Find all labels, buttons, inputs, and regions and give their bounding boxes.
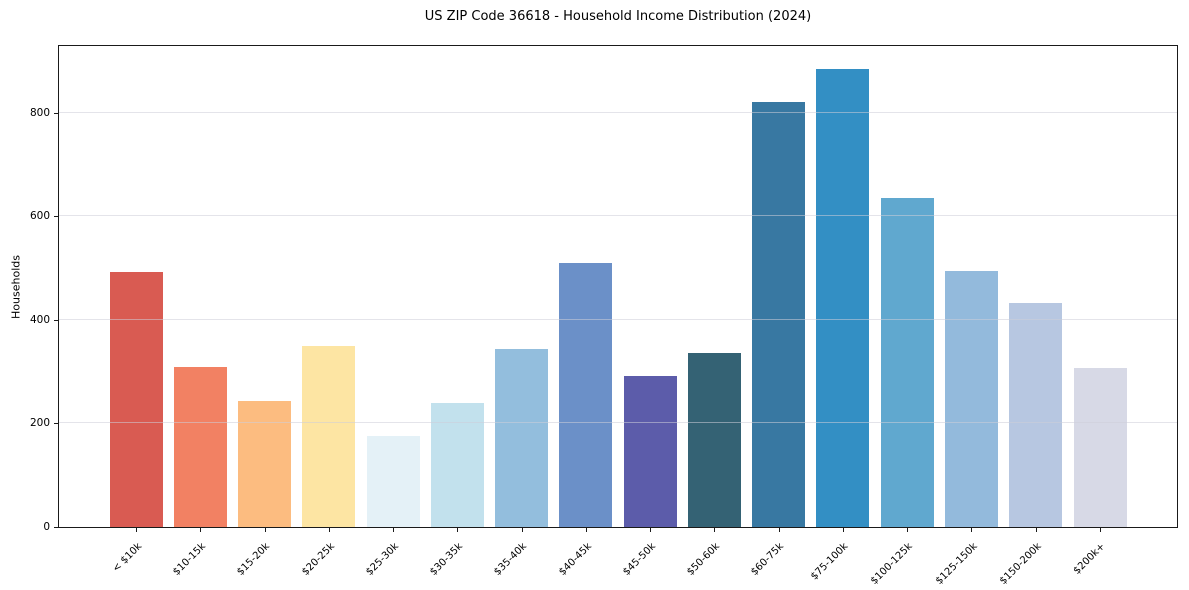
xtick-mark (521, 528, 523, 532)
xtick-label-$100-125k: $100-125k (869, 541, 915, 587)
bar-$50-60k (687, 353, 741, 527)
xtick-mark (650, 528, 652, 532)
plot-area (58, 45, 1178, 528)
ytick-mark-0 (54, 527, 58, 528)
ytick-label-400: 400 (29, 313, 50, 326)
bar-$10-15k (173, 366, 227, 527)
bar-$35-40k (495, 348, 549, 527)
xtick-label-$45-50k: $45-50k (620, 541, 658, 578)
ytick-label-0: 0 (43, 521, 50, 533)
bar-$75-100k (816, 68, 870, 527)
chart-title: US ZIP Code 36618 - Household Income Dis… (424, 9, 812, 24)
bar-$60-75k (752, 102, 806, 527)
ytick-label-200: 200 (29, 417, 50, 430)
xtick-label-$20-25k: $20-25k (299, 541, 337, 578)
y-axis-label: Households (9, 255, 23, 319)
xtick-label-$150-200k: $150-200k (997, 541, 1044, 587)
xtick-mark (971, 528, 973, 532)
xtick-label-$15-20k: $15-20k (235, 541, 273, 578)
xtick-mark (842, 528, 844, 532)
ytick-mark-800 (54, 112, 58, 114)
xtick-label-$75-100k: $75-100k (809, 541, 851, 583)
xtick-label-$125-150k: $125-150k (933, 541, 980, 587)
xtick-label-$40-45k: $40-45k (556, 541, 594, 578)
bar-$40-45k (559, 262, 613, 527)
xtick-mark (457, 528, 459, 532)
ytick-mark-600 (54, 216, 58, 218)
xtick-label-$30-35k: $30-35k (428, 541, 466, 578)
xtick-mark (907, 528, 909, 532)
bar-$45-50k (623, 375, 677, 527)
xtick-label-$200k+: $200k+ (1071, 541, 1108, 577)
xtick-label-$35-40k: $35-40k (492, 541, 530, 578)
xtick-mark (778, 528, 780, 532)
bar-$100-125k (880, 198, 934, 527)
bar-$30-35k (430, 402, 484, 527)
gridline-600 (59, 215, 1177, 217)
xtick-mark (585, 528, 587, 532)
gridline-800 (59, 111, 1177, 113)
gridline-200 (59, 422, 1177, 424)
bar-< $10k (109, 271, 163, 527)
xtick-mark (714, 528, 716, 532)
xtick-label-$25-30k: $25-30k (363, 541, 401, 578)
xtick-mark (1100, 528, 1101, 532)
bar-$200k+ (1073, 368, 1127, 527)
xtick-label-$50-60k: $50-60k (685, 541, 723, 578)
ytick-mark-200 (54, 423, 58, 425)
xtick-mark (393, 528, 395, 532)
xtick-label-$10-15k: $10-15k (171, 541, 209, 578)
ytick-label-600: 600 (29, 210, 50, 223)
bar-$25-30k (366, 435, 420, 527)
xtick-label-< $10k: < $10k (110, 541, 144, 575)
xtick-mark (200, 528, 202, 532)
xtick-mark (328, 528, 330, 532)
xtick-mark (136, 528, 137, 532)
xtick-mark (264, 528, 266, 532)
xtick-label-$60-75k: $60-75k (749, 541, 787, 578)
bar-$125-150k (944, 271, 998, 527)
bar-$150-200k (1009, 303, 1063, 527)
ytick-label-800: 800 (29, 106, 50, 119)
bar-$20-25k (302, 345, 356, 527)
bar-$15-20k (238, 400, 292, 527)
ytick-mark-400 (54, 319, 58, 321)
xtick-mark (1035, 528, 1037, 532)
gridline-400 (59, 318, 1177, 320)
